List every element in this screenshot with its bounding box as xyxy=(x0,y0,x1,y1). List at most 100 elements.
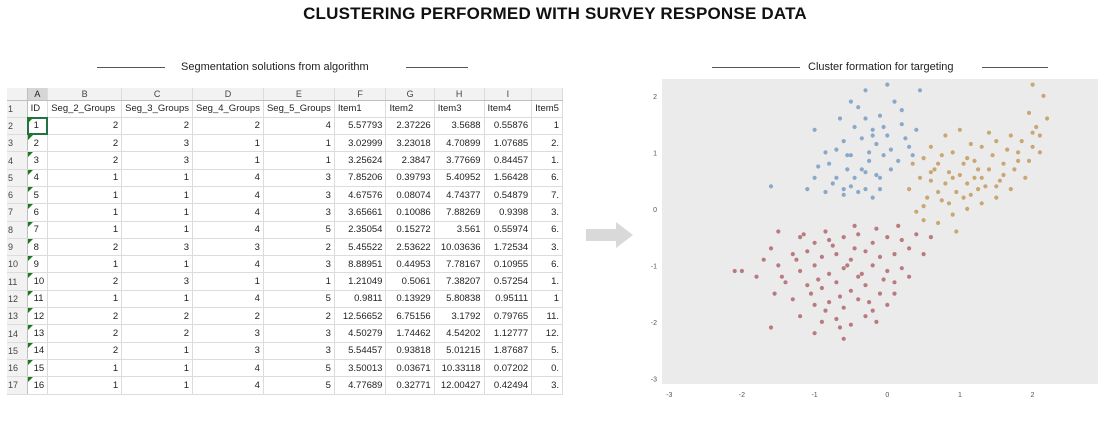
table-cell[interactable]: 7.38207 xyxy=(434,272,485,291)
table-cell[interactable]: 12. xyxy=(531,324,563,343)
table-cell[interactable]: 1.87687 xyxy=(484,342,533,360)
table-cell[interactable]: 1 xyxy=(121,221,194,239)
table-cell[interactable]: 13 xyxy=(27,324,49,343)
table-cell[interactable]: 0.54879 xyxy=(484,186,533,205)
table-cell[interactable]: 5 xyxy=(27,186,49,205)
sheet-corner[interactable] xyxy=(7,88,28,101)
table-cell[interactable]: 1 xyxy=(192,134,264,153)
table-cell[interactable]: 4 xyxy=(263,117,335,136)
header-cell[interactable]: Item2 xyxy=(385,100,435,118)
header-cell[interactable]: Seg_4_Groups xyxy=(192,100,264,118)
table-cell[interactable]: 1.72534 xyxy=(484,238,533,257)
table-cell[interactable]: 4 xyxy=(27,169,49,187)
table-cell[interactable]: 2 xyxy=(47,134,123,153)
table-cell[interactable]: 5 xyxy=(263,290,335,309)
table-cell[interactable]: 2 xyxy=(47,342,123,360)
table-cell[interactable]: 3 xyxy=(263,186,335,205)
table-cell[interactable]: 1 xyxy=(121,186,194,205)
table-cell[interactable]: 8 xyxy=(27,238,49,257)
table-cell[interactable]: 7.88269 xyxy=(434,203,485,222)
row-number[interactable]: 11 xyxy=(7,272,28,291)
table-cell[interactable]: 3 xyxy=(263,342,335,360)
row-number[interactable]: 10 xyxy=(7,255,28,274)
table-cell[interactable]: 6. xyxy=(531,221,563,239)
table-cell[interactable]: 4.70899 xyxy=(434,134,485,153)
table-cell[interactable]: 1.12777 xyxy=(484,324,533,343)
table-cell[interactable]: 5 xyxy=(263,359,335,378)
column-letter[interactable]: G xyxy=(385,88,435,101)
table-cell[interactable]: 7. xyxy=(531,186,563,205)
row-number[interactable]: 4 xyxy=(7,151,28,170)
table-cell[interactable]: 6. xyxy=(531,255,563,274)
table-cell[interactable]: 1.74462 xyxy=(385,324,435,343)
table-cell[interactable]: 3 xyxy=(121,238,194,257)
table-cell[interactable]: 1 xyxy=(263,151,335,170)
column-letter[interactable]: B xyxy=(47,88,123,101)
table-cell[interactable]: 0.95111 xyxy=(484,290,533,309)
table-cell[interactable]: 1 xyxy=(121,203,194,222)
table-cell[interactable]: 2.53622 xyxy=(385,238,435,257)
column-letter[interactable]: E xyxy=(263,88,335,101)
table-cell[interactable]: 0.10955 xyxy=(484,255,533,274)
table-cell[interactable]: 0.55876 xyxy=(484,117,533,136)
table-cell[interactable]: 1 xyxy=(531,290,563,309)
table-cell[interactable]: 8.88951 xyxy=(334,255,387,274)
table-cell[interactable]: 11 xyxy=(27,290,49,309)
table-cell[interactable]: 2.35054 xyxy=(334,221,387,239)
column-letter[interactable]: D xyxy=(192,88,264,101)
table-cell[interactable]: 4.77689 xyxy=(334,376,387,395)
table-cell[interactable]: 4 xyxy=(192,221,264,239)
table-cell[interactable]: 14 xyxy=(27,342,49,360)
table-cell[interactable]: 0.9811 xyxy=(334,290,387,309)
table-cell[interactable]: 0.79765 xyxy=(484,307,533,326)
table-cell[interactable]: 2 xyxy=(47,272,123,291)
table-cell[interactable]: 3 xyxy=(192,342,264,360)
table-cell[interactable]: 1 xyxy=(263,272,335,291)
table-cell[interactable]: 12.00427 xyxy=(434,376,485,395)
table-cell[interactable]: 4 xyxy=(192,255,264,274)
table-cell[interactable]: 0.13929 xyxy=(385,290,435,309)
row-number[interactable]: 16 xyxy=(7,359,28,378)
table-cell[interactable]: 0.10086 xyxy=(385,203,435,222)
row-number[interactable]: 8 xyxy=(7,221,28,239)
table-cell[interactable]: 3 xyxy=(263,324,335,343)
table-cell[interactable]: 12 xyxy=(27,307,49,326)
table-cell[interactable]: 6. xyxy=(531,169,563,187)
header-cell[interactable]: Seg_2_Groups xyxy=(47,100,123,118)
table-cell[interactable]: 2 xyxy=(47,117,123,136)
table-cell[interactable]: 1 xyxy=(531,117,563,136)
table-cell[interactable]: 1 xyxy=(121,169,194,187)
spreadsheet[interactable]: A B C D E F G H I 1 ID Seg_2_Groups Seg_3_Groups Seg_… xyxy=(7,88,563,404)
column-letter[interactable]: I xyxy=(484,88,533,101)
table-cell[interactable]: 4 xyxy=(192,376,264,395)
header-cell[interactable]: Item1 xyxy=(334,100,387,118)
table-cell[interactable]: 3. xyxy=(531,238,563,257)
table-cell[interactable]: 3. xyxy=(531,203,563,222)
column-letter[interactable] xyxy=(531,88,563,101)
table-cell[interactable]: 0.93818 xyxy=(385,342,435,360)
table-cell[interactable]: 1 xyxy=(47,376,123,395)
header-cell[interactable]: Seg_3_Groups xyxy=(121,100,194,118)
header-cell[interactable]: Item3 xyxy=(434,100,485,118)
row-number[interactable]: 13 xyxy=(7,307,28,326)
table-cell[interactable]: 10.03636 xyxy=(434,238,485,257)
table-cell[interactable]: 1 xyxy=(27,117,49,136)
table-cell[interactable]: 4.50279 xyxy=(334,324,387,343)
table-cell[interactable]: 0.84457 xyxy=(484,151,533,170)
table-cell[interactable]: 1.56428 xyxy=(484,169,533,187)
header-cell[interactable]: Seg_5_Groups xyxy=(263,100,335,118)
header-cell[interactable]: ID xyxy=(27,100,49,118)
table-cell[interactable]: 2 xyxy=(47,307,123,326)
row-number[interactable]: 1 xyxy=(7,100,28,118)
table-cell[interactable]: 0.42494 xyxy=(484,376,533,395)
table-cell[interactable]: 3 xyxy=(263,255,335,274)
table-cell[interactable]: 0.44953 xyxy=(385,255,435,274)
table-cell[interactable]: 3.23018 xyxy=(385,134,435,153)
table-cell[interactable]: 1 xyxy=(47,186,123,205)
table-cell[interactable]: 7.85206 xyxy=(334,169,387,187)
table-cell[interactable]: 2 xyxy=(263,307,335,326)
table-cell[interactable]: 10 xyxy=(27,272,49,291)
table-cell[interactable]: 0.5061 xyxy=(385,272,435,291)
table-cell[interactable]: 3 xyxy=(27,151,49,170)
table-cell[interactable]: 0. xyxy=(531,359,563,378)
